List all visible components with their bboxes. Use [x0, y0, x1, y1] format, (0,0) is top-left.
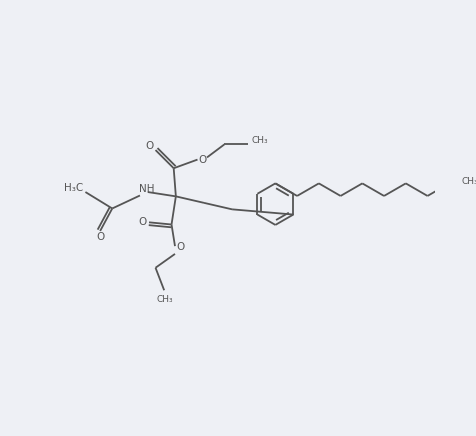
- Text: CH₃: CH₃: [157, 295, 173, 304]
- Text: O: O: [96, 232, 104, 242]
- Text: O: O: [139, 217, 147, 227]
- Text: CH₃: CH₃: [460, 177, 476, 186]
- Text: O: O: [146, 141, 154, 151]
- Text: O: O: [176, 242, 184, 252]
- Text: O: O: [198, 155, 207, 164]
- Text: NH: NH: [139, 184, 154, 194]
- Text: H₃C: H₃C: [64, 183, 83, 193]
- Text: CH₃: CH₃: [251, 136, 268, 145]
